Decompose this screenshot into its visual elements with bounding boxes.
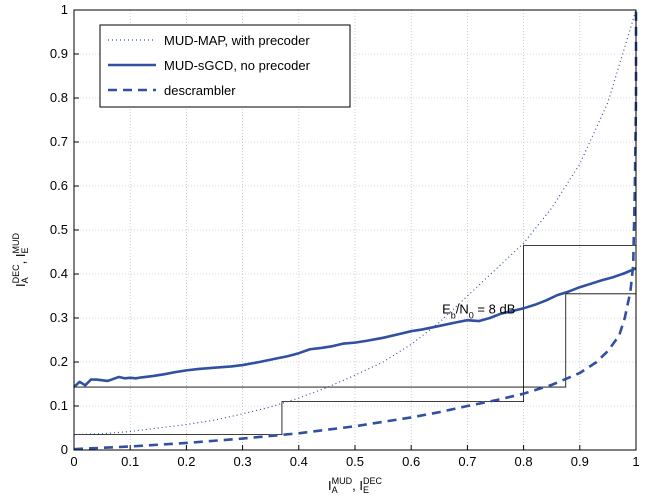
series-lines (73, 9, 638, 451)
y-tick-label: 0.9 (50, 46, 68, 61)
annotation-ebn0: Eb/N0 = 8 dB (442, 302, 515, 321)
x-tick-labels: 0 0.1 0.2 0.3 0.4 0.5 0.6 0.7 0.8 0.9 1 (70, 454, 639, 469)
trajectory-step-1 (74, 293, 636, 388)
y-tick-label: 0.1 (50, 398, 68, 413)
x-tick-label: 0.8 (515, 454, 533, 469)
y-tick-label: 0.8 (50, 90, 68, 105)
y-tick-labels: 0 0.1 0.2 0.3 0.4 0.5 0.6 0.7 0.8 0.9 1 (50, 2, 68, 457)
y-tick-label: 0.5 (50, 222, 68, 237)
legend-label: MUD-MAP, with precoder (164, 33, 310, 48)
series-line-dashed (73, 10, 638, 451)
x-tick-label: 0 (70, 454, 77, 469)
x-tick-label: 0.3 (234, 454, 252, 469)
plot-frame (73, 9, 637, 451)
y-tick-label: 1 (61, 2, 68, 17)
legend-label: MUD-sGCD, no precoder (164, 58, 311, 73)
x-tick-label: 0.5 (346, 454, 364, 469)
legend-label: descrambler (164, 83, 236, 98)
series-line-solid (73, 267, 637, 389)
x-axis-label: IMUD A, IDEC E (328, 476, 382, 495)
legend: MUD-MAP, with precoder MUD-sGCD, no preco… (99, 24, 351, 108)
y-tick-label: 0.4 (50, 266, 68, 281)
x-tick-label: 0.6 (402, 454, 420, 469)
y-tick-label: 0.2 (50, 354, 68, 369)
y-tick-label: 0.3 (50, 310, 68, 325)
y-tick-label: 0 (61, 442, 68, 457)
x-tick-label: 0.1 (121, 454, 139, 469)
x-tick-label: 1 (632, 454, 639, 469)
x-tick-label: 0.7 (458, 454, 476, 469)
y-tick-label: 0.7 (50, 134, 68, 149)
x-tick-label: 0.4 (290, 454, 308, 469)
x-tick-label: 0.2 (177, 454, 195, 469)
y-axis-label: IDECA, IMUDE (11, 233, 30, 287)
x-tick-label: 0.9 (571, 454, 589, 469)
y-tick-label: 0.6 (50, 178, 68, 193)
